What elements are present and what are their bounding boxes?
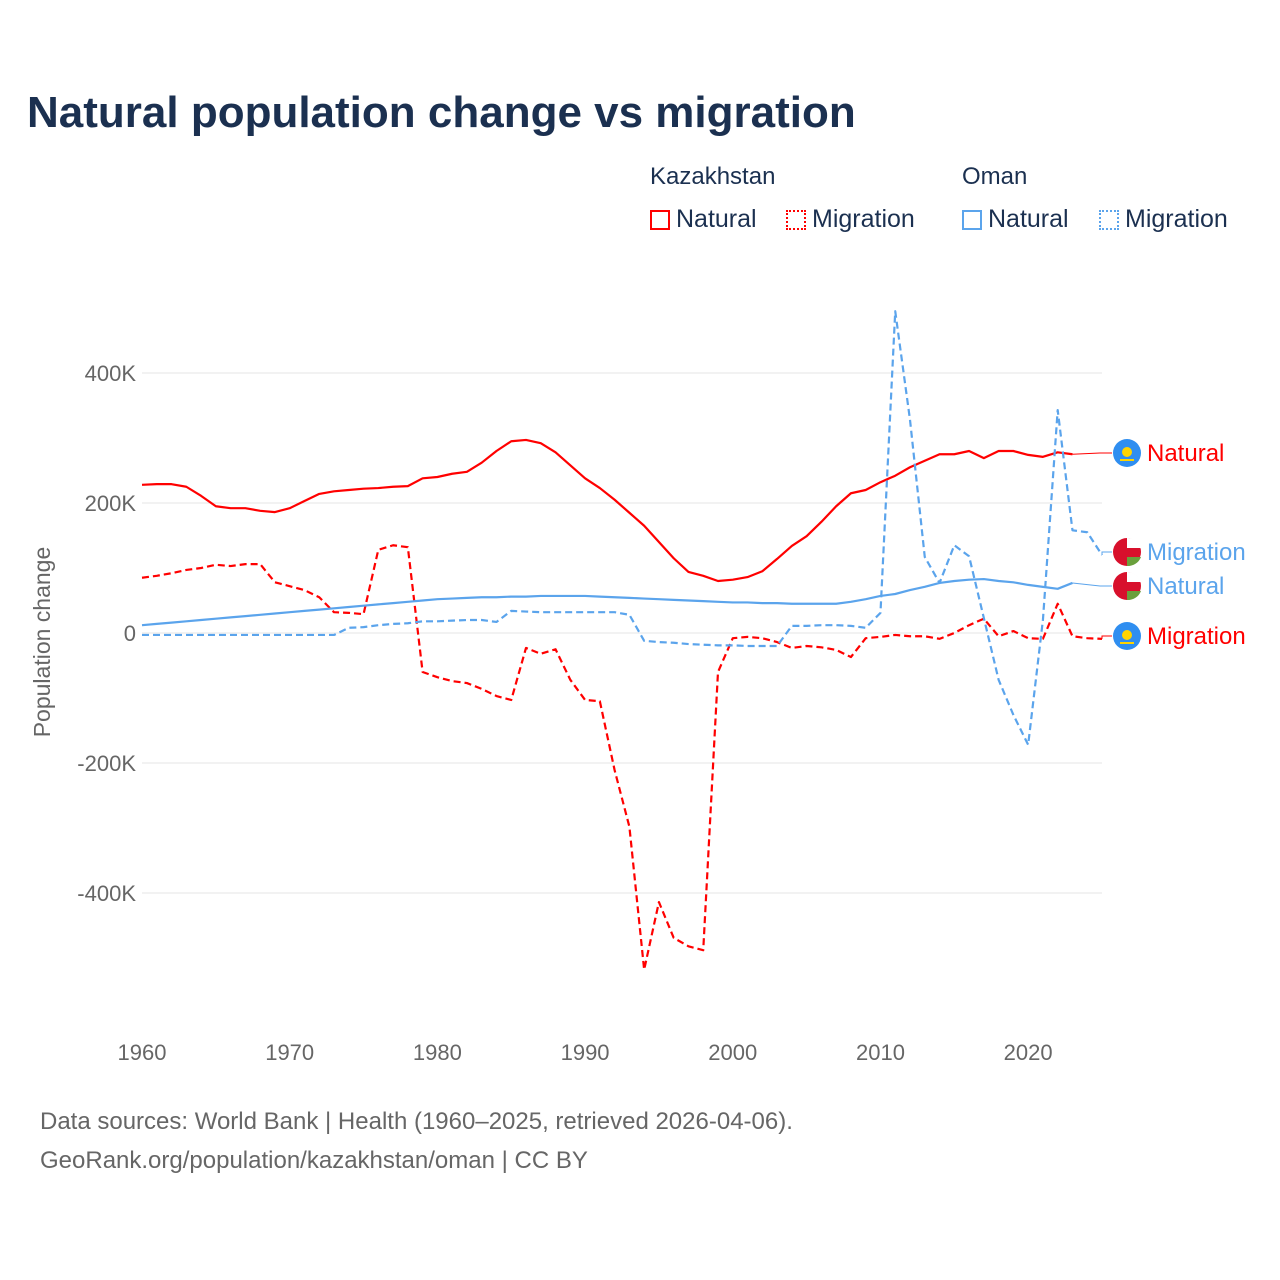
flag-eagle bbox=[1120, 642, 1134, 644]
flag-sun bbox=[1122, 630, 1132, 640]
series-line-kazakhstan-natural bbox=[141, 438, 1073, 583]
label-connector bbox=[1101, 551, 1112, 555]
footer-link[interactable]: GeoRank.org/population/kazakhstan/oman |… bbox=[40, 1147, 588, 1174]
legend-oman-migration[interactable]: Migration bbox=[1099, 205, 1228, 234]
legend-kazakhstan-natural[interactable]: Natural bbox=[650, 205, 757, 234]
flag-green bbox=[1127, 591, 1141, 601]
series-line-oman-natural bbox=[141, 577, 1073, 627]
series-line-oman-migration bbox=[142, 310, 1103, 746]
legend-label: Migration bbox=[1125, 205, 1228, 233]
flag-white bbox=[1127, 571, 1141, 582]
legend-oman-natural[interactable]: Natural bbox=[962, 205, 1069, 234]
y-tick-label: -400K bbox=[77, 881, 136, 906]
flag-sun bbox=[1122, 447, 1132, 457]
x-tick-label: 1960 bbox=[118, 1040, 167, 1065]
kazakhstan-flag-icon bbox=[1113, 439, 1141, 467]
legend-swatch bbox=[650, 209, 670, 230]
chart-title: Natural population change vs migration bbox=[27, 88, 856, 137]
y-tick-label: -200K bbox=[77, 751, 136, 776]
label-connector bbox=[1101, 635, 1112, 639]
flag-green bbox=[1127, 557, 1141, 567]
oman-flag-icon bbox=[1113, 537, 1141, 567]
series-end-label: Natural bbox=[1147, 440, 1224, 467]
y-axis-label: Population change bbox=[29, 547, 55, 738]
x-tick-label: 2010 bbox=[856, 1040, 905, 1065]
y-tick-label: 200K bbox=[85, 491, 137, 516]
x-tick-label: 1990 bbox=[561, 1040, 610, 1065]
label-connector bbox=[1072, 452, 1112, 455]
legend-label: Natural bbox=[676, 205, 757, 233]
series-end-label: Migration bbox=[1147, 539, 1246, 566]
series-end-label: Natural bbox=[1147, 573, 1224, 600]
legend-label: Migration bbox=[812, 205, 915, 233]
kazakhstan-flag-icon bbox=[1113, 622, 1141, 650]
legend-group-oman: Oman bbox=[962, 163, 1028, 190]
x-tick-label: 2020 bbox=[1004, 1040, 1053, 1065]
legend-swatch bbox=[962, 209, 982, 230]
legend-kazakhstan-migration[interactable]: Migration bbox=[786, 205, 915, 234]
y-tick-label: 0 bbox=[124, 621, 136, 646]
legend-swatch bbox=[1099, 209, 1119, 230]
series-end-label: Migration bbox=[1147, 623, 1246, 650]
flag-white bbox=[1127, 537, 1141, 548]
y-tick-label: 400K bbox=[85, 361, 137, 386]
legend-group-kazakhstan: Kazakhstan bbox=[650, 163, 776, 190]
x-tick-label: 2000 bbox=[708, 1040, 757, 1065]
legend-label: Natural bbox=[988, 205, 1069, 233]
flag-eagle bbox=[1120, 459, 1134, 461]
oman-flag-icon bbox=[1113, 571, 1141, 601]
footer-sources: Data sources: World Bank | Health (1960–… bbox=[40, 1108, 793, 1135]
series-line-kazakhstan-migration bbox=[141, 544, 1103, 971]
label-connector bbox=[1072, 582, 1112, 587]
legend-swatch bbox=[786, 209, 806, 230]
x-tick-label: 1980 bbox=[413, 1040, 462, 1065]
x-tick-label: 1970 bbox=[265, 1040, 314, 1065]
